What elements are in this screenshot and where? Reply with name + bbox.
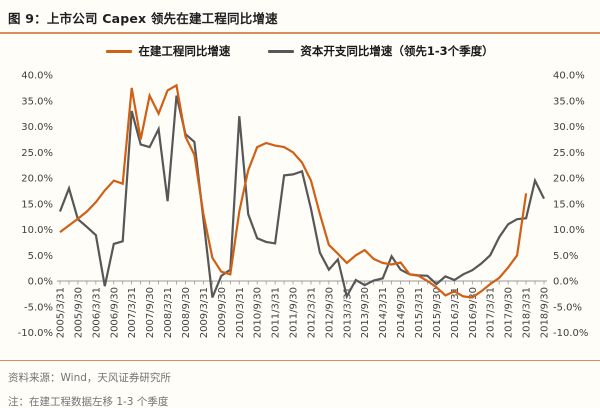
x-tick-label: 2011/3/31 (271, 287, 282, 338)
x-tick-label: 2008/3/31 (163, 287, 174, 338)
source-text: 资料来源：Wind，天风证券研究所 (8, 372, 171, 384)
x-tick-label: 2013/3/31 (342, 287, 353, 338)
chart-legend: 在建工程同比增速 资本开支同比增速（领先1-3个季度） (0, 43, 600, 59)
y-tick-label-left: 20.0% (21, 174, 53, 185)
x-tick-label: 2006/3/31 (91, 287, 102, 338)
legend-label: 在建工程同比增速 (138, 44, 231, 58)
y-tick-label-left: 30.0% (21, 122, 53, 133)
x-tick-label: 2009/9/30 (217, 287, 228, 338)
y-tick-label-right: 30.0% (553, 122, 585, 133)
chart-canvas: 2005/3/31 2005/9/30 2006/3/31 2006/9/30 2007… (18, 71, 589, 340)
x-tick-label: 2005/3/31 (56, 287, 67, 338)
y-tick-label-right: 40.0% (553, 71, 585, 82)
y-tick-label-left: 10.0% (21, 225, 53, 236)
x-tick-label: 2017/9/30 (504, 287, 515, 338)
y-tick-label-left: 25.0% (21, 148, 53, 159)
note-text: 注：在建工程数据左移 1-3 个季度 (8, 396, 169, 408)
series-line-capex (58, 95, 545, 300)
x-tick-label: 2005/9/30 (73, 287, 84, 338)
series-line-construction (59, 83, 528, 299)
x-tick-label: 2016/3/31 (450, 287, 461, 338)
x-tick-label: 2016/9/30 (468, 287, 479, 338)
x-tick-label: 2018/9/30 (540, 287, 551, 338)
y-tick-label-left: 0.0% (28, 277, 53, 288)
x-tick-label: 2014/9/30 (396, 287, 407, 338)
y-tick-label-left: 5.0% (28, 251, 53, 262)
y-tick-label-left: -5.0% (24, 302, 53, 313)
x-tick-label: 2008/9/30 (181, 287, 192, 338)
x-tick-label: 2007/3/31 (127, 287, 138, 338)
y-tick-label-right: 0.0% (553, 277, 578, 288)
legend-line-swatch-gray (268, 49, 295, 53)
x-tick-label: 2011/9/30 (289, 287, 300, 338)
legend-label: 资本开支同比增速（领先1-3个季度） (300, 44, 494, 58)
y-tick-label-right: 15.0% (553, 199, 585, 210)
x-tick-label: 2006/9/30 (109, 287, 120, 338)
x-tick-label: 2018/3/31 (522, 287, 533, 338)
legend-item-construction: 在建工程同比增速 (106, 43, 230, 59)
y-tick-label-right: -5.0% (553, 302, 582, 313)
x-tick-label: 2012/9/30 (324, 287, 335, 338)
y-tick-label-right: -10.0% (553, 328, 588, 339)
y-tick-label-right: 25.0% (553, 148, 585, 159)
y-tick-label-left: 15.0% (21, 199, 53, 210)
y-tick-label-right: 20.0% (553, 174, 585, 185)
x-tick-label: 2015/9/30 (432, 287, 443, 338)
x-tick-label: 2013/9/30 (360, 287, 371, 338)
y-tick-label-right: 5.0% (553, 251, 578, 262)
x-tick-label: 2012/3/31 (306, 287, 317, 338)
x-tick-label: 2010/3/31 (235, 287, 246, 338)
legend-item-capex: 资本开支同比增速（领先1-3个季度） (268, 43, 494, 59)
x-tick-label: 2015/3/31 (414, 287, 425, 338)
line-chart: 2005/3/31 2005/9/30 2006/3/31 2006/9/30 2007… (0, 60, 600, 360)
x-tick-label: 2007/9/30 (145, 287, 156, 338)
y-tick-label-right: 10.0% (553, 225, 585, 236)
legend-line-swatch-orange (106, 49, 133, 53)
x-tick-label: 2017/3/31 (486, 287, 497, 338)
figure-footer: 资料来源：Wind，天风证券研究所 注：在建工程数据左移 1-3 个季度 (0, 360, 600, 408)
x-tick-label: 2014/3/31 (378, 287, 389, 338)
y-tick-label-left: -10.0% (18, 328, 53, 339)
y-tick-label-left: 35.0% (21, 96, 53, 107)
y-tick-label-left: 40.0% (21, 71, 53, 82)
x-tick-label: 2010/9/30 (253, 287, 264, 338)
y-tick-label-right: 35.0% (553, 96, 585, 107)
figure-title: 图 9：上市公司 Capex 领先在建工程同比增速 (0, 0, 600, 34)
x-tick-label: 2009/3/31 (199, 287, 210, 338)
